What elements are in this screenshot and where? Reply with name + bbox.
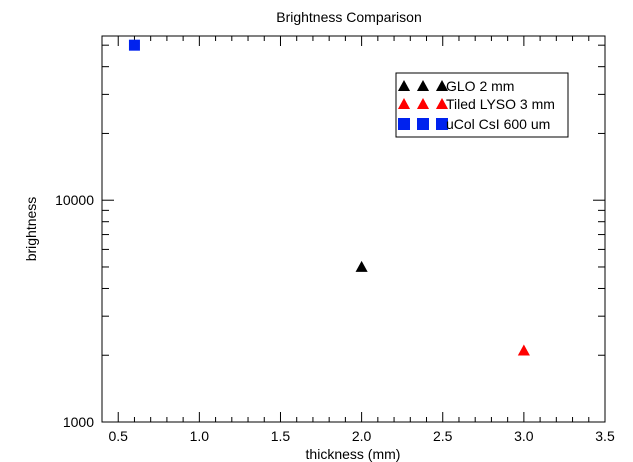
x-axis-label: thickness (mm) bbox=[306, 446, 401, 462]
y-axis-label: brightness bbox=[23, 197, 39, 262]
legend-entry: Tiled LYSO 3 mm bbox=[446, 96, 555, 112]
data-point bbox=[128, 39, 140, 51]
chart-title: Brightness Comparison bbox=[276, 9, 422, 25]
y-tick-label: 1000 bbox=[63, 414, 94, 430]
legend-marker bbox=[436, 118, 448, 130]
x-tick-label: 0.5 bbox=[108, 428, 128, 444]
data-point bbox=[355, 260, 368, 272]
legend-marker bbox=[416, 79, 430, 91]
x-tick-label: 2.0 bbox=[352, 428, 372, 444]
legend-marker bbox=[397, 79, 411, 91]
legend-entry: GLO 2 mm bbox=[446, 78, 514, 94]
legend-marker bbox=[397, 97, 411, 109]
x-tick-label: 3.5 bbox=[595, 428, 615, 444]
data-points bbox=[128, 39, 530, 356]
x-axis: 0.5 1.0 1.5 2.0 2.5 3.0 3.5 bbox=[101, 36, 615, 444]
x-tick-label: 1.0 bbox=[190, 428, 210, 444]
legend-marker bbox=[398, 118, 410, 130]
legend: GLO 2 mm Tiled LYSO 3 mm uCol CsI 600 um bbox=[395, 72, 569, 138]
x-tick-label: 1.5 bbox=[271, 428, 291, 444]
legend-entry: uCol CsI 600 um bbox=[446, 116, 550, 132]
y-tick-label: 10000 bbox=[55, 192, 94, 208]
legend-marker bbox=[435, 79, 449, 91]
plot-area-frame bbox=[101, 35, 606, 423]
data-point bbox=[517, 344, 530, 356]
x-tick-label: 2.5 bbox=[433, 428, 453, 444]
legend-marker bbox=[435, 97, 449, 109]
y-axis: 1000 10000 bbox=[55, 44, 605, 430]
legend-marker bbox=[416, 97, 430, 109]
x-tick-label: 3.0 bbox=[514, 428, 534, 444]
legend-marker bbox=[417, 118, 429, 130]
